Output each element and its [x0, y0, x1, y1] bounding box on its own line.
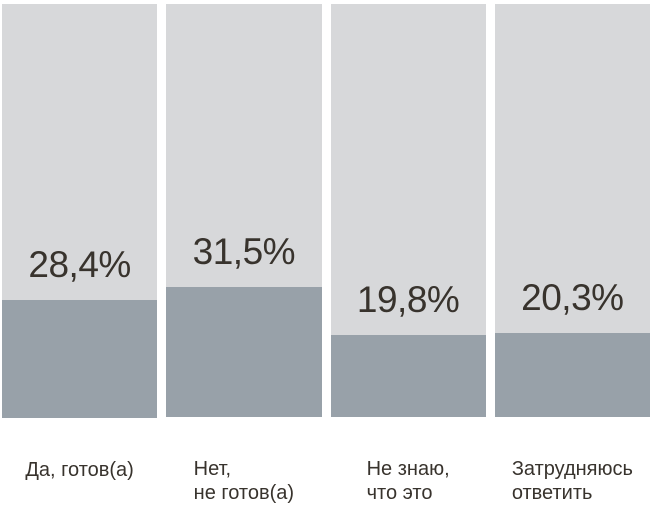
- bar-track: 28,4%: [2, 4, 158, 418]
- bar-fill: [2, 300, 158, 418]
- bar-category-label: Не знаю, что это: [331, 457, 486, 505]
- bar-value-label: 31,5%: [192, 230, 296, 272]
- bar-value-label: 20,3%: [521, 277, 624, 319]
- bar-category-label: Нет, не готов(а): [166, 457, 321, 505]
- bar-column: 28,4% Да, готов(а): [2, 4, 158, 505]
- bar-fill: [166, 286, 322, 417]
- bar-track: 31,5%: [166, 4, 322, 417]
- bar-column: 20,3% Затрудняюсь ответить: [494, 4, 650, 505]
- bar-value-label: 19,8%: [356, 279, 460, 321]
- bar-fill: [330, 335, 486, 417]
- bar-track: 19,8%: [330, 4, 486, 417]
- bar-value-label: 28,4%: [28, 244, 131, 286]
- bar-category-text: Да, готов(а): [25, 459, 134, 481]
- bar-category-text: Нет, не готов(а): [193, 458, 295, 504]
- stacked-bar-chart: 28,4% Да, готов(а) 31,5% Нет, не готов(а…: [2, 4, 650, 505]
- bar-category-text: Затрудняюсь ответить: [511, 458, 633, 504]
- bar-track: 20,3%: [494, 4, 650, 417]
- bar-category-text: Не знаю, что это: [366, 458, 450, 504]
- bar-category-label: Да, готов(а): [2, 458, 157, 482]
- bar-fill: [494, 333, 650, 417]
- bar-category-label: Затрудняюсь ответить: [495, 457, 650, 505]
- bar-column: 31,5% Нет, не готов(а): [166, 4, 322, 505]
- bar-column: 19,8% Не знаю, что это: [330, 4, 486, 505]
